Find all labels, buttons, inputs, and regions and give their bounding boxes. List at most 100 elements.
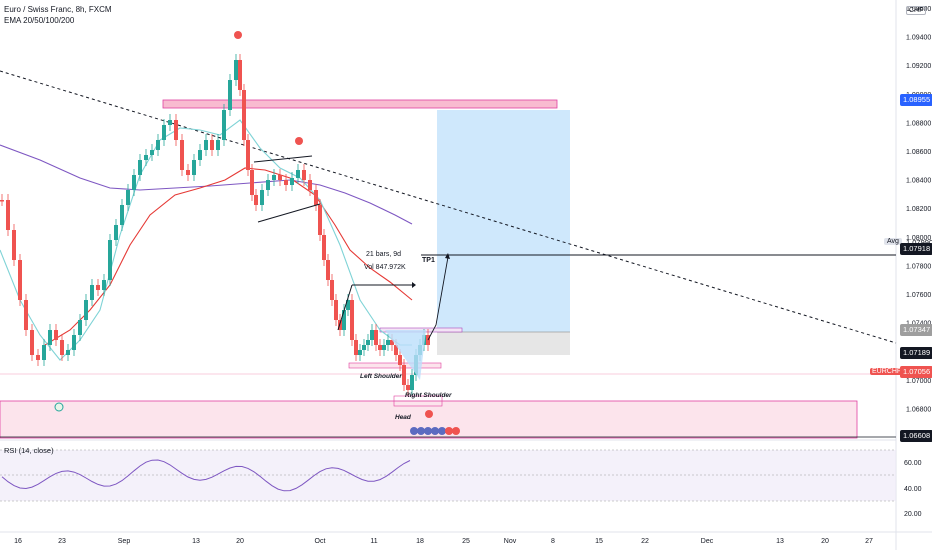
time-axis[interactable]: 16 23 Sep 13 20 Oct 11 18 25 Nov 8 15 22 Dec 13 20 27	[14, 538, 873, 545]
candle-body	[36, 355, 40, 360]
candle-body	[204, 140, 208, 150]
left-shoulder-label: Left Shoulder	[360, 373, 402, 380]
symbol-tag: EURCHF	[870, 368, 904, 375]
candle-body	[334, 300, 338, 320]
candle-body	[84, 300, 88, 320]
candle-body	[326, 260, 330, 280]
time-tick-label: 15	[595, 538, 603, 545]
candle-body	[346, 300, 350, 310]
candle-body	[180, 140, 184, 170]
tp1-label: TP1	[422, 257, 435, 264]
avg-label: Avg	[884, 238, 902, 245]
earnings-down-icon[interactable]	[234, 31, 242, 39]
candle-body	[186, 170, 190, 175]
candle-body	[302, 170, 306, 180]
candle-body	[398, 355, 402, 365]
price-tick-label: 1.09400	[906, 35, 931, 42]
target-zone[interactable]	[437, 110, 570, 332]
time-tick-label: 27	[865, 538, 873, 545]
candle-body	[238, 60, 242, 90]
earnings-up-icon[interactable]	[425, 410, 433, 418]
candle-body	[0, 200, 4, 202]
time-tick-label: Oct	[315, 538, 326, 545]
right-shoulder-shape	[385, 330, 426, 380]
candle-body	[402, 365, 406, 385]
earnings-down-icon[interactable]	[295, 137, 303, 145]
time-tick-label: 25	[462, 538, 470, 545]
candle-body	[250, 170, 254, 195]
candle-body	[150, 150, 154, 155]
rsi-axis: 60.00 40.00 20.00	[904, 460, 922, 518]
time-tick-label: 16	[14, 538, 22, 545]
candle-body	[222, 110, 226, 140]
candle-body	[54, 330, 58, 340]
candle-body	[24, 300, 28, 330]
triangle-bottom-line	[257, 203, 321, 223]
candle-body	[410, 375, 414, 390]
price-tag: 1.07189	[900, 346, 932, 359]
candle-body	[272, 175, 276, 180]
ema-100-line	[0, 144, 413, 225]
trendline[interactable]	[0, 70, 897, 344]
candle-body	[114, 225, 118, 240]
candle-body	[6, 200, 10, 230]
currency-label: CHF	[906, 6, 927, 15]
time-tick-label: 22	[641, 538, 649, 545]
candle-body	[168, 120, 172, 125]
time-tick-label: 8	[551, 538, 555, 545]
avg-value: 1.07990	[906, 238, 932, 247]
candle-body	[96, 285, 100, 290]
candle-body	[138, 160, 142, 175]
candle-body	[394, 345, 398, 355]
time-tick-label: 13	[776, 538, 784, 545]
candle-body	[374, 330, 378, 345]
candle-body	[78, 320, 82, 335]
candle-body	[246, 140, 250, 170]
dividend-icon[interactable]	[54, 402, 64, 412]
time-tick-label: 20	[236, 538, 244, 545]
bars-label: 21 bars, 9d	[366, 251, 401, 258]
candle-body	[216, 140, 220, 150]
symbol-legend[interactable]: Euro / Swiss Franc, 8h, FXCM	[4, 5, 112, 14]
indicator-legend[interactable]: EMA 20/50/100/200	[4, 16, 75, 25]
price-tick-label: 1.06800	[906, 406, 931, 413]
candle-body	[382, 345, 386, 350]
candle-body	[284, 180, 288, 185]
candle-body	[90, 285, 94, 300]
price-tick-label: 1.07400	[906, 321, 931, 328]
price-tag: 1.07347	[900, 324, 932, 337]
candle-body	[370, 330, 374, 340]
candle-body	[192, 160, 196, 175]
candle-body	[132, 175, 136, 190]
triangle-top-line	[253, 155, 313, 163]
candle-body	[308, 180, 312, 190]
candle-body	[60, 340, 64, 355]
candle-body	[296, 170, 300, 178]
candle-body	[174, 120, 178, 140]
candle-body	[198, 150, 202, 160]
candle-body	[42, 345, 46, 360]
price-tick-label: 1.09200	[906, 63, 931, 70]
candle-body	[350, 300, 354, 340]
shoulder-box	[348, 362, 442, 369]
head-label: Head	[395, 414, 412, 421]
rsi-legend[interactable]: RSI (14, close)	[4, 446, 54, 455]
price-tag: 1.07056	[900, 365, 932, 378]
stop-zone[interactable]	[437, 332, 570, 355]
news-markers[interactable]	[410, 427, 460, 435]
candle-body	[266, 180, 270, 190]
candle-body	[234, 60, 238, 80]
candle-body	[390, 340, 394, 345]
candle-body	[260, 190, 264, 205]
resistance-zone[interactable]	[162, 99, 558, 109]
candle-body	[386, 340, 390, 345]
head-box	[393, 395, 443, 407]
price-tick-label: 1.08800	[906, 120, 931, 127]
candle-body	[322, 235, 326, 260]
candle-body	[18, 260, 22, 300]
rsi-tick-label: 40.00	[904, 486, 922, 493]
price-tick-label: 1.07600	[906, 292, 931, 299]
candle-body	[108, 240, 112, 280]
candle-body	[120, 205, 124, 225]
